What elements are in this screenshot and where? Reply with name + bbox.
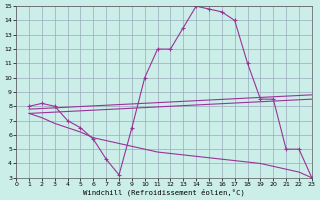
X-axis label: Windchill (Refroidissement éolien,°C): Windchill (Refroidissement éolien,°C)	[83, 188, 245, 196]
